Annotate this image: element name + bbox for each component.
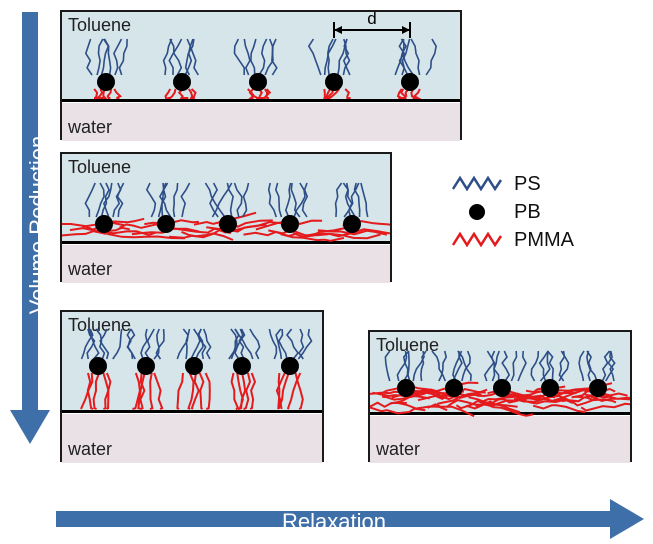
x-axis-arrow: Relaxation [56, 500, 646, 538]
legend-label: PMMA [514, 229, 574, 252]
legend-item-pmma: PMMA [450, 226, 574, 254]
water-layer: water [62, 103, 460, 142]
solvent-label: Toluene [68, 315, 131, 336]
x-axis-label: Relaxation [56, 509, 612, 535]
y-axis-arrow: Volume Reduction [10, 12, 48, 442]
x-axis-arrowhead [610, 499, 644, 539]
y-axis-label: Volume Reduction [25, 125, 51, 325]
solvent-layer: Toluene [62, 12, 460, 102]
y-axis-arrowhead [10, 410, 50, 444]
legend-item-ps: PS [450, 170, 574, 198]
legend: PS PB PMMA [450, 170, 574, 254]
panel-p1: Toluenewaterd [60, 10, 462, 140]
legend-swatch-ps [450, 171, 504, 197]
panel-p3: Toluene water [60, 310, 324, 462]
solvent-label: Toluene [68, 157, 131, 178]
legend-item-pb: PB [450, 198, 574, 226]
panel-p2: Toluene water [60, 152, 392, 282]
solvent-layer: Toluene [62, 154, 390, 244]
solvent-label: Toluene [68, 15, 131, 36]
legend-swatch-pmma [450, 227, 504, 253]
water-layer: water [370, 416, 630, 464]
legend-label: PB [514, 201, 541, 224]
legend-swatch-pb [450, 199, 504, 225]
panel-p4: Toluene water [368, 330, 632, 462]
solvent-layer: Toluene [62, 312, 322, 413]
solvent-layer: Toluene [370, 332, 630, 415]
legend-label: PS [514, 173, 541, 196]
water-layer: water [62, 245, 390, 284]
solvent-label: Toluene [376, 335, 439, 356]
water-layer: water [62, 414, 322, 464]
